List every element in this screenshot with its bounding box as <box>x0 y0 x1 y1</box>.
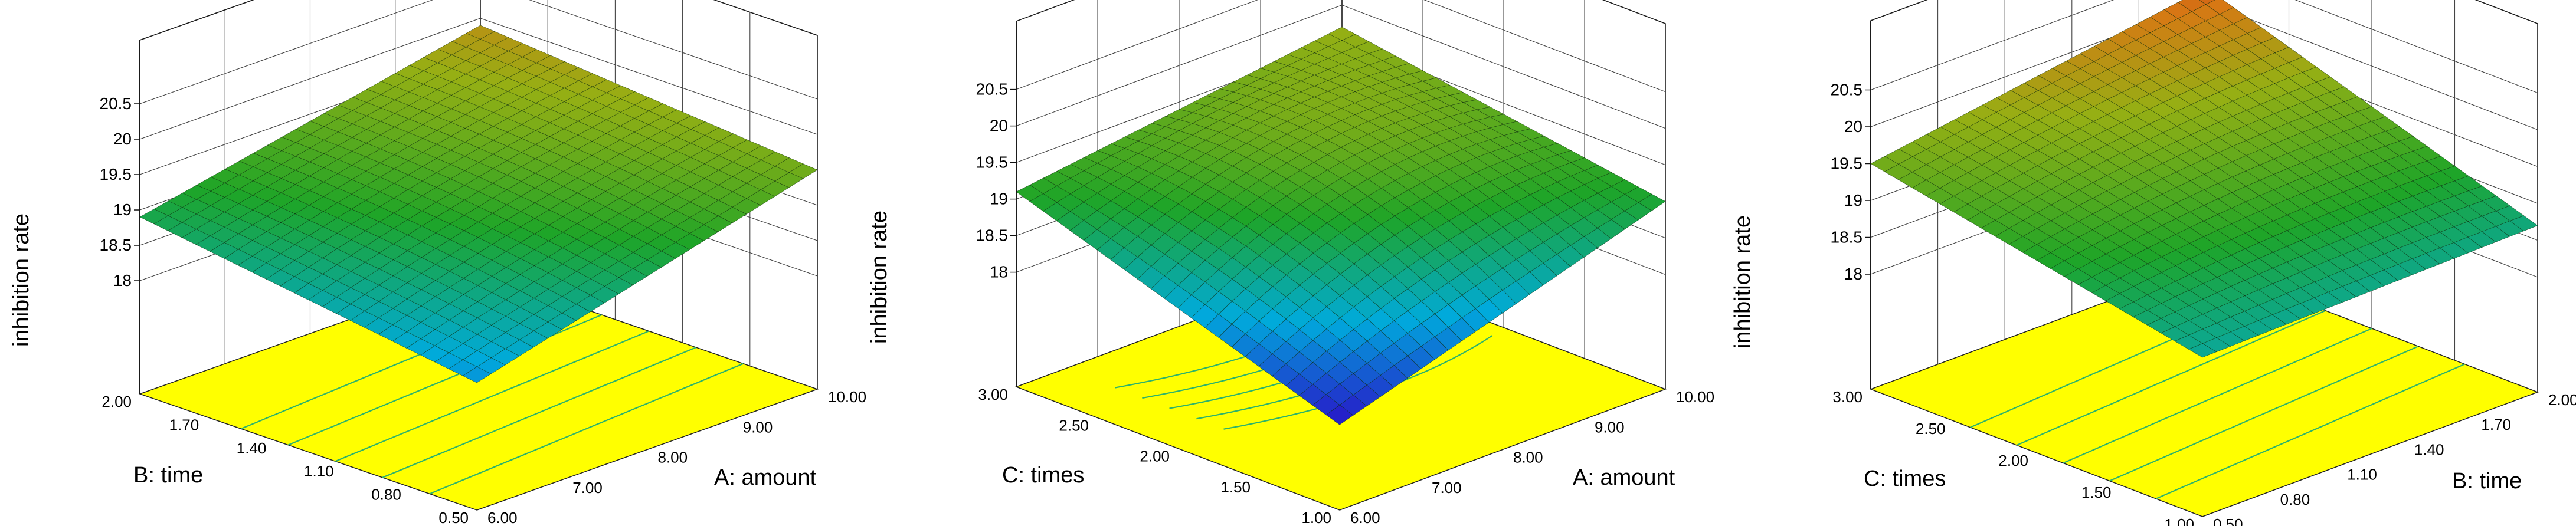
floor-contour-line <box>429 363 744 495</box>
x-axis-label: A: amount <box>714 465 817 490</box>
y-tick-label: 1.70 <box>169 416 199 433</box>
z-tick-label: 18 <box>113 271 132 290</box>
floor-contour-line <box>335 330 649 462</box>
x-tick-label: 2.00 <box>2548 391 2576 409</box>
surface-cell <box>462 366 492 383</box>
z-tick-label: 20 <box>113 130 132 148</box>
z-tick-label: 20 <box>990 117 1008 135</box>
y-tick-label: 3.00 <box>1832 388 1863 406</box>
z-tick-label: 19 <box>1844 191 1863 209</box>
floor-contour-line <box>2109 346 2419 482</box>
x-tick-label: 9.00 <box>1595 418 1625 436</box>
z-tick-label: 19.5 <box>100 165 132 183</box>
x-tick-label: 1.40 <box>2414 440 2444 458</box>
y-tick-label: 2.00 <box>1140 448 1170 465</box>
x-tick-label: 0.50 <box>2213 515 2243 526</box>
z-tick-label: 19.5 <box>976 153 1009 172</box>
y-tick-label: 2.00 <box>102 393 132 410</box>
x-axis-label: A: amount <box>1573 465 1675 490</box>
surface-cell <box>1325 405 1354 425</box>
x-tick-label: 8.00 <box>1513 449 1543 466</box>
y-tick-label: 0.80 <box>371 486 401 504</box>
z-axis-label: inhibition rate <box>1730 215 1755 349</box>
y-tick-label: 2.50 <box>1916 420 1946 438</box>
y-tick-label: 2.50 <box>1059 416 1089 434</box>
floor-contour-line <box>2063 327 2372 464</box>
floor-contour-line <box>2155 363 2465 499</box>
x-tick-label: 6.00 <box>487 509 518 526</box>
z-tick-label: 20.5 <box>976 80 1009 98</box>
response-surface <box>1870 0 2538 358</box>
wall-gridline-z <box>139 18 818 140</box>
wall-gridline-z <box>1870 0 2538 94</box>
x-tick-label: 7.00 <box>1432 479 1462 497</box>
floor-contours <box>240 298 744 495</box>
y-axis-label: B: time <box>133 463 203 488</box>
wall-gridline-z <box>139 0 818 104</box>
surface-cell <box>2188 343 2217 358</box>
y-tick-label: 3.00 <box>978 386 1008 403</box>
y-axis-label: C: times <box>1002 463 1084 488</box>
z-tick-label: 18 <box>990 263 1008 281</box>
x-tick-label: 0.80 <box>2280 491 2310 508</box>
y-axis-label: C: times <box>1864 466 1946 491</box>
y-tick-label: 1.50 <box>2081 484 2112 501</box>
z-axis-label: inhibition rate <box>867 211 892 344</box>
z-tick-label: 18.5 <box>976 226 1009 245</box>
z-tick-label: 18 <box>1844 265 1863 283</box>
y-tick-label: 1.00 <box>2164 515 2194 526</box>
x-tick-label: 8.00 <box>658 449 688 466</box>
response-surface <box>1016 27 1666 425</box>
z-tick-label: 19 <box>990 190 1008 208</box>
x-tick-label: 6.00 <box>1350 509 1380 526</box>
surface-chart-3: 18 18.5 19 19.5 20 20.5 inhibition rate 0.50 0.8… <box>1730 0 2576 526</box>
wall-gridline-z <box>1016 0 1666 93</box>
x-axis-label: B: time <box>2452 469 2522 494</box>
wall-gridline-z <box>1016 5 1666 129</box>
surface-chart-1: 18 18.5 19 19.5 20 20.5 inhibition rate 6.00 7.0… <box>9 0 866 526</box>
z-tick-label: 18.5 <box>1831 228 1863 246</box>
x-tick-label: 1.70 <box>2481 416 2511 433</box>
x-tick-label: 7.00 <box>572 479 603 497</box>
y-tick-label: 1.00 <box>1301 509 1331 526</box>
x-tick-label: 9.00 <box>743 418 773 436</box>
x-tick-label: 10.00 <box>1676 388 1714 406</box>
z-tick-label: 19 <box>113 200 132 219</box>
y-tick-label: 1.10 <box>304 462 334 480</box>
response-surface <box>139 25 818 383</box>
y-tick-label: 1.50 <box>1220 478 1251 496</box>
surface-cell <box>2199 0 2215 5</box>
floor-contour-line <box>382 347 696 478</box>
surface-chart-2: 18 18.5 19 19.5 20 20.5 inhibition rate 6.00 7.0… <box>867 0 1714 526</box>
y-tick-label: 1.40 <box>237 439 267 457</box>
z-axis-label: inhibition rate <box>9 213 34 347</box>
x-tick-label: 1.10 <box>2347 466 2377 484</box>
y-tick-label: 2.00 <box>1998 452 2028 469</box>
x-tick-label: 10.00 <box>828 388 866 406</box>
z-tick-label: 19.5 <box>1831 154 1863 173</box>
z-tick-label: 18.5 <box>100 236 132 254</box>
y-tick-label: 0.50 <box>438 509 469 526</box>
z-tick-label: 20 <box>1844 117 1863 136</box>
z-tick-label: 20.5 <box>100 94 132 113</box>
z-tick-label: 20.5 <box>1831 81 1863 99</box>
floor-contour-line <box>2016 310 2326 446</box>
